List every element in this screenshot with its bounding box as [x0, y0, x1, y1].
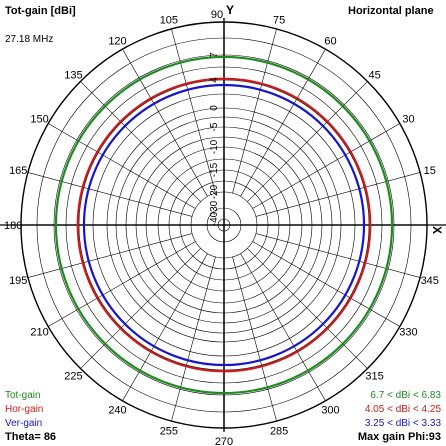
radial-tick-label: 7: [209, 52, 220, 58]
radial-spoke: [255, 233, 421, 278]
legend-tot-gain: Tot-gain: [5, 390, 41, 401]
radial-spoke: [252, 241, 400, 327]
angle-tick-label: 345: [421, 275, 439, 287]
radial-tick-label: -10: [209, 139, 220, 154]
max-gain-label: Max gain Phi:93: [357, 431, 441, 443]
angle-tick-label: 330: [399, 327, 417, 339]
angle-tick-label: 195: [9, 275, 27, 287]
theta-label: Theta= 86: [5, 431, 57, 443]
y-axis-label: Y: [226, 3, 234, 17]
radial-spoke: [247, 248, 368, 369]
radial-spoke: [171, 28, 216, 194]
radial-spoke: [122, 49, 208, 197]
radial-spoke: [232, 28, 277, 194]
radial-tick-label: 0: [209, 105, 220, 111]
radial-tick-label: -15: [209, 162, 220, 177]
chart-title: Tot-gain [dBi]: [5, 5, 76, 17]
radial-spoke: [80, 81, 201, 202]
angle-tick-label: 300: [321, 404, 339, 416]
angle-tick-label: 30: [402, 114, 414, 126]
radial-tick-label: -40: [209, 211, 220, 226]
angle-tick-label: 120: [108, 36, 126, 48]
angle-tick-label: 285: [270, 426, 288, 438]
plane-label: Horizontal plane: [348, 5, 434, 17]
radial-spoke: [80, 248, 201, 369]
angle-tick-label: 225: [64, 371, 82, 383]
radial-tick-label: -5: [209, 122, 220, 131]
tot-gain-pattern: [54, 55, 394, 395]
frequency-label: 27.18 MHz: [5, 34, 54, 45]
range-tot-gain: 6.7 < dBi < 6.83: [370, 390, 441, 401]
radial-spoke: [27, 172, 193, 217]
range-ver-gain: 3.25 < dBi < 3.33: [364, 418, 441, 429]
radial-spoke: [240, 49, 326, 197]
angle-tick-label: 135: [64, 69, 82, 81]
angle-tick-label: 150: [30, 114, 48, 126]
angle-tick-label: 255: [160, 426, 178, 438]
angle-tick-label: 60: [324, 36, 336, 48]
radial-spoke: [232, 256, 277, 422]
angle-tick-label: 270: [215, 436, 233, 446]
radial-spoke: [171, 256, 216, 422]
radial-spoke: [240, 253, 326, 401]
radial-tick-label: 4: [209, 77, 220, 83]
angle-tick-label: 90: [211, 9, 223, 21]
radial-tick-label: -20: [209, 184, 220, 199]
radial-spoke: [252, 123, 400, 209]
ver-gain-pattern: [82, 83, 366, 367]
angle-tick-label: 45: [368, 69, 380, 81]
legend-ver-gain: Ver-gain: [5, 418, 43, 429]
radial-spoke: [255, 172, 421, 217]
angle-tick-label: 315: [365, 371, 383, 383]
radial-spoke: [48, 241, 196, 327]
angle-tick-label: 180: [4, 220, 22, 232]
angle-tick-label: 240: [108, 404, 126, 416]
radial-tick-label: -30: [209, 200, 220, 215]
angle-tick-label: 15: [424, 165, 436, 177]
radial-spoke: [27, 233, 193, 278]
angle-tick-label: 210: [30, 327, 48, 339]
legend-hor-gain: Hor-gain: [5, 404, 44, 415]
radial-spoke: [48, 123, 196, 209]
radial-spoke: [247, 81, 368, 202]
x-axis-label: X: [430, 226, 444, 234]
angle-tick-label: 105: [160, 14, 178, 26]
range-hor-gain: 4.05 < dBi < 4.25: [364, 404, 441, 415]
radial-spoke: [122, 253, 208, 401]
hor-gain-pattern: [76, 77, 372, 373]
angle-tick-label: 165: [9, 165, 27, 177]
angle-tick-label: 75: [273, 14, 285, 26]
